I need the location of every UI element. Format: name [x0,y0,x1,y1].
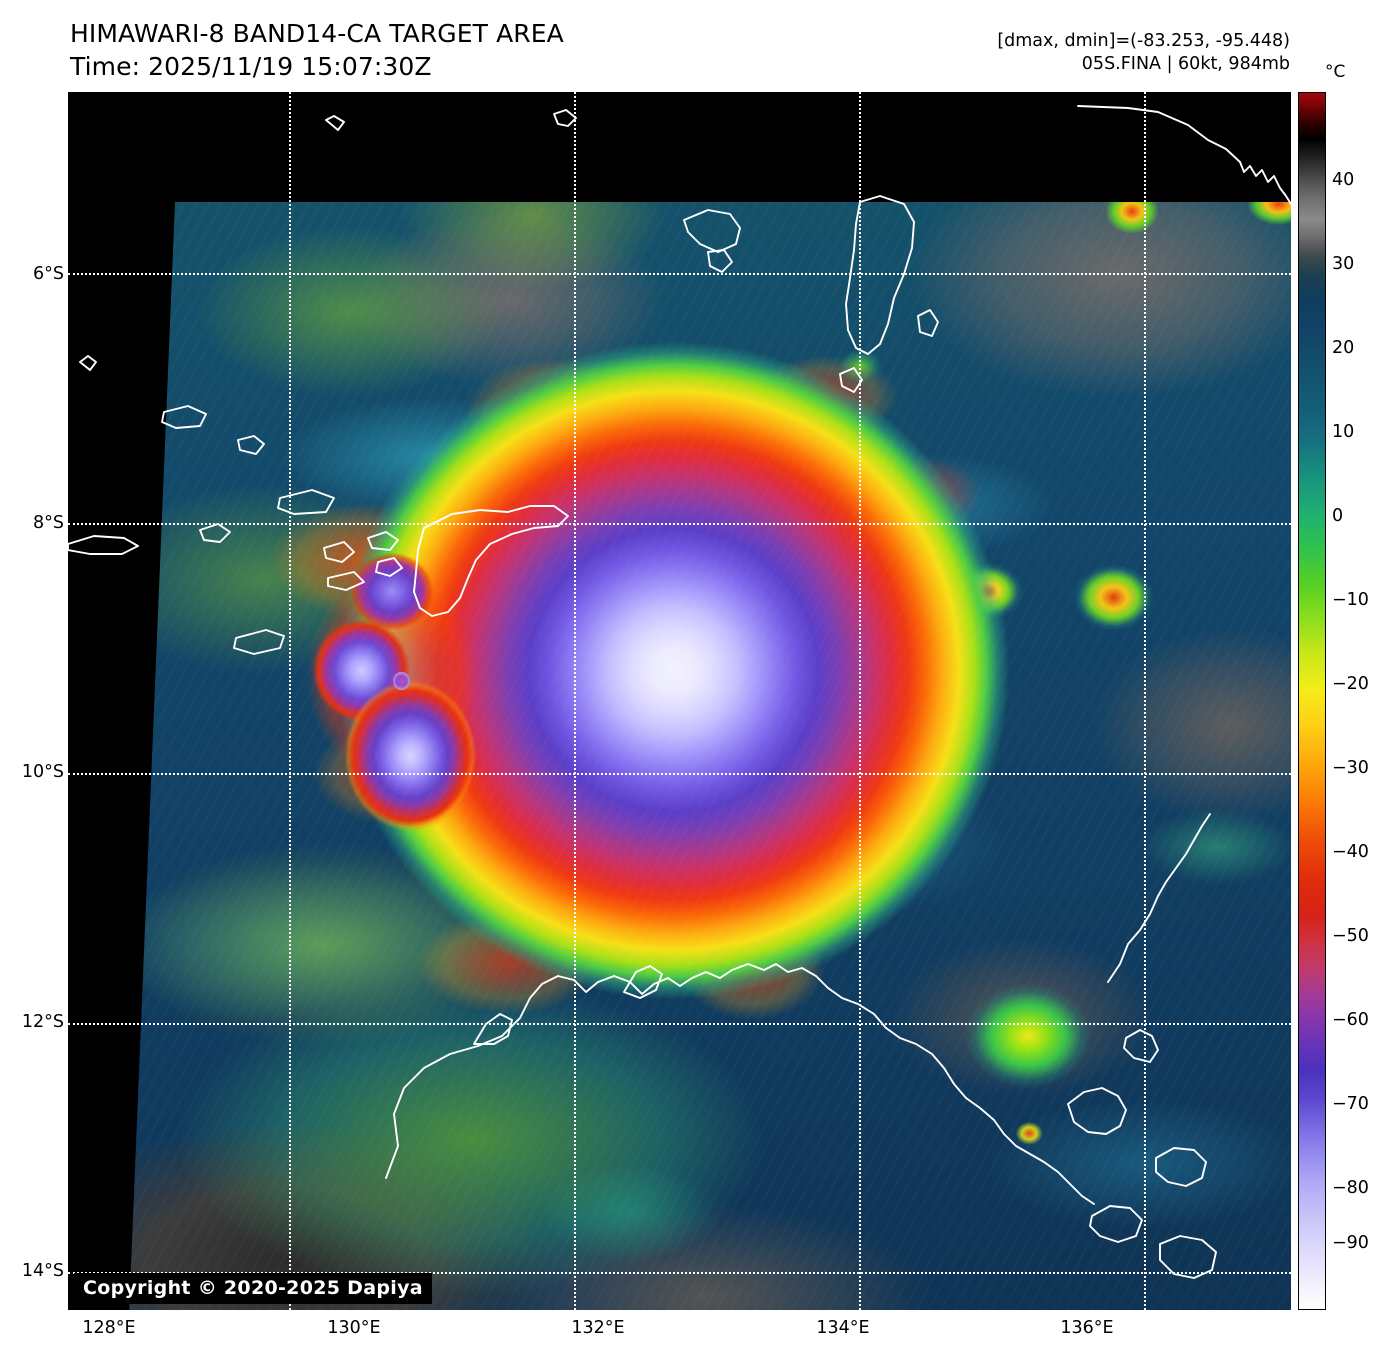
colorbar-tick-8: −40 [1332,842,1369,862]
coastline-east-island-1 [1067,1087,1127,1135]
page-title: HIMAWARI-8 BAND14-CA TARGET AREA [70,19,564,48]
xtick-label-2: 132°E [571,1318,625,1338]
coastline-island-central-w5 [233,629,285,655]
coastline-islet-b [553,109,577,127]
coastline-east-island-4 [1159,1235,1217,1279]
coastline-island-central-w4 [327,571,365,591]
coastline-northeast [1077,105,1291,205]
colorbar-tick-13: −90 [1332,1233,1369,1253]
colorbar-tick-3: 10 [1332,422,1355,442]
colorbar-tick-0: 40 [1332,170,1355,190]
coastline-island-central [413,505,569,617]
coastline-island-central-w3 [375,557,403,577]
coastline-island-west-2 [237,435,265,455]
secondary-cell-eyelet [393,671,410,691]
colorbar-tick-7: −30 [1332,758,1369,778]
xtick-label-1: 130°E [327,1318,381,1338]
timestamp-label: Time: 2025/11/19 15:07:30Z [70,51,432,81]
coastline-island-central-w2 [323,541,355,563]
colorbar-tick-5: −10 [1332,590,1369,610]
colorbar-tick-12: −80 [1332,1178,1369,1198]
gridline-lon-128 [289,92,292,1310]
coastline-island-north-1 [683,209,741,253]
colorbar-tick-10: −60 [1332,1010,1369,1030]
coastline-islet-c [79,355,97,371]
gridline-lat-12s [68,1022,1291,1025]
gridline-lat-14s [68,1272,1291,1275]
coastline-east-peninsula [1107,813,1211,983]
coastline-east-island-2 [1155,1147,1207,1187]
colorbar-tick-1: 30 [1332,254,1355,274]
colorbar-unit-label: °C [1325,62,1346,82]
secondary-convective-cell-layer [129,201,1291,1310]
satellite-data-swath [129,201,1291,1310]
coastline-east-island-3 [1089,1205,1143,1243]
ytick-label-4: 14°S [21,1261,64,1281]
xtick-label-3: 134°E [816,1318,870,1338]
gridline-lat-6s [68,273,1291,276]
coastline-islet-a [325,115,345,131]
coastline-island-aru-south [839,367,863,393]
colorbar-tick-2: 20 [1332,338,1355,358]
coastline-island-central-w1 [367,531,399,551]
gridline-lon-132 [859,92,862,1310]
dmax-dmin-label: [dmax, dmin]=(-83.253, -95.448) [997,31,1290,51]
ytick-label-0: 6°S [33,264,64,284]
satellite-image-plot: Copyright © 2020-2025 Dapiya [68,92,1291,1310]
ytick-label-1: 8°S [33,513,64,533]
xtick-label-4: 136°E [1060,1318,1114,1338]
coastline-inlet-2 [623,965,663,999]
coastline-island-west-4 [68,535,139,555]
cirrus-striation-layer [129,201,1291,1310]
gridline-lon-130 [574,92,577,1310]
temperature-colorbar [1298,92,1326,1310]
xtick-label-0: 128°E [82,1318,136,1338]
colorbar-tick-9: −50 [1332,926,1369,946]
coastline-australia-north [385,963,1095,1205]
coastline-island-west-3 [277,489,335,515]
copyright-notice: Copyright © 2020-2025 Dapiya [74,1273,432,1304]
ytick-label-3: 12°S [21,1012,64,1032]
ytick-label-2: 10°S [21,762,64,782]
coastline-east-bay [1123,1029,1159,1063]
colorbar-tick-4: 0 [1332,506,1344,526]
coastline-island-aru-small [917,309,939,337]
colorbar-tick-11: −70 [1332,1094,1369,1114]
gridline-lon-134 [1144,92,1147,1310]
coastline-island-aru [845,195,915,355]
coastline-island-north-2 [707,249,733,273]
title-block: HIMAWARI-8 BAND14-CA TARGET AREA Time: 2… [70,18,564,83]
coastline-island-west-5 [199,523,231,543]
storm-info-label: 05S.FINA | 60kt, 984mb [1081,54,1290,75]
metadata-block: [dmax, dmin]=(-83.253, -95.448) 05S.FINA… [997,30,1290,76]
coastline-island-west-1 [161,405,207,429]
colorbar-tick-6: −20 [1332,674,1369,694]
gridline-lat-8s [68,523,1291,526]
gridline-lat-10s [68,772,1291,775]
